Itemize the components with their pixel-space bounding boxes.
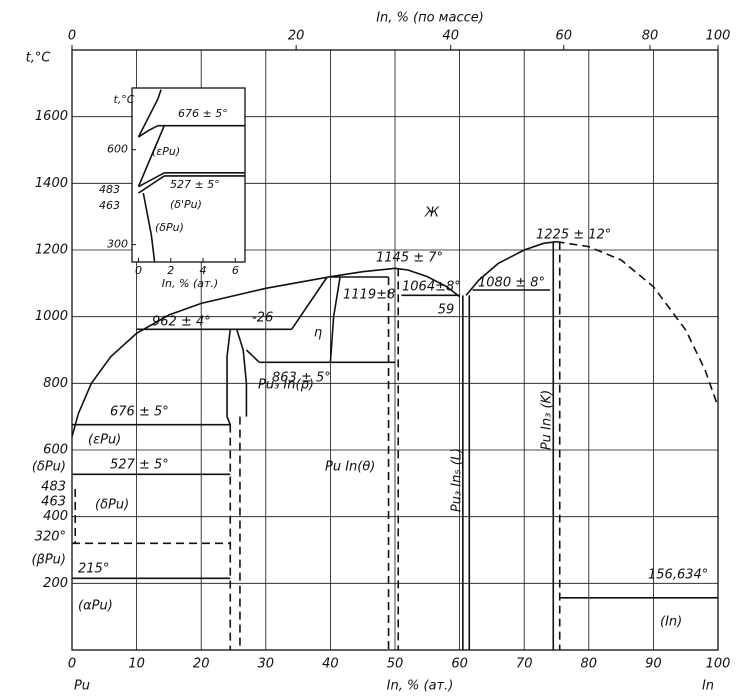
x-tick-label: 2: [167, 264, 174, 277]
annotation: (δPu): [95, 498, 129, 513]
x-tick-label: 20: [193, 657, 210, 672]
phase-boundary: [226, 329, 232, 425]
inset: 0 2 4 6 300 600 676 ± 5° (εPu) 527 ± 5° (δ'Pu) (δP…: [99, 87, 246, 290]
annotation: (εPu): [88, 433, 121, 448]
x-tick-label: 80: [581, 657, 598, 672]
annotation: 527 ± 5°: [110, 458, 169, 473]
y-tick-label: 600: [107, 143, 128, 156]
plot-frame: [71, 49, 719, 651]
annotation: 527 ± 5°: [170, 178, 220, 191]
annotation: Pu₃ In(ρ): [258, 378, 314, 393]
phase-boundary: [465, 240, 557, 296]
annotation: 676 ± 5°: [178, 107, 228, 120]
x-tick-label: 40: [322, 657, 339, 672]
annotation: -26: [252, 311, 273, 326]
phase-boundary: [138, 172, 165, 188]
annotation: 962 ± 4°: [152, 315, 211, 330]
x-tick-label: 0: [68, 657, 76, 672]
annotation: Pu₃ In₅ (L): [450, 448, 465, 512]
annotation: Ж: [424, 206, 440, 221]
annotation: 483: [41, 480, 66, 495]
phase-boundary: [138, 124, 159, 138]
annotation: (δ'Pu): [170, 198, 202, 211]
right-element: In: [702, 679, 714, 694]
top-tick-label: 100: [706, 29, 731, 44]
phase-boundary: [71, 267, 461, 437]
annotation: 1225 ± 12°: [536, 228, 611, 243]
y-tick-label: 400: [43, 509, 68, 524]
inset-y-title: t,°C: [114, 93, 135, 106]
x-tick-label: 0: [135, 264, 142, 277]
phase-boundary: [137, 125, 166, 188]
x-tick-label: 100: [706, 657, 731, 672]
annotation: Pu In₃ (K): [540, 390, 555, 450]
left-element: Pu: [74, 679, 90, 694]
top-tick-label: 80: [642, 29, 659, 44]
phase-boundary: [142, 192, 156, 263]
annotation: 483: [99, 183, 120, 196]
annotation: (βPu): [31, 553, 66, 568]
y-tick-label: 300: [107, 238, 128, 251]
x-tick-label: 30: [258, 657, 275, 672]
annotation: (αPu): [78, 599, 113, 614]
annotation: 1119±8: [343, 288, 395, 303]
y-tick-label: 1200: [35, 243, 68, 258]
annotation: 156,634°: [648, 568, 708, 583]
annotation: 320°: [35, 530, 66, 545]
annotation: (εPu): [152, 145, 180, 158]
y-tick-label: 600: [43, 443, 68, 458]
y-tick-label: 800: [43, 376, 68, 391]
top-tick-label: 0: [68, 29, 76, 44]
annotation: 676 ± 5°: [110, 405, 169, 420]
annotation: (δPu): [32, 460, 66, 475]
x-tick-label: 60: [451, 657, 468, 672]
phase-boundary: [329, 276, 341, 363]
top-axis-title: In, % (по массе): [376, 11, 484, 26]
plot-frame: [131, 87, 246, 263]
phase-boundary: [245, 349, 260, 363]
phase-boundary: [138, 175, 165, 194]
top-tick-label: 60: [555, 29, 572, 44]
x-tick-label: 10: [128, 657, 145, 672]
annotation: Pu In(θ): [325, 460, 375, 475]
annotation: 463: [41, 495, 66, 510]
annotation: 863 ± 5°: [272, 371, 331, 386]
annotation: 1064±8°: [402, 280, 461, 295]
top-tick-label: 20: [288, 29, 305, 44]
x-axis-title: In, % (ат.): [387, 679, 454, 694]
x-tick-label: 90: [645, 657, 662, 672]
x-tick-label: 70: [516, 657, 533, 672]
inset-x-title: In, % (ат.): [162, 277, 218, 290]
x-tick-label: 6: [232, 264, 239, 277]
annotation: (δPu): [155, 221, 184, 234]
annotation: 59: [438, 303, 455, 318]
phase-boundary: [290, 276, 328, 330]
y-tick-label: 1600: [35, 109, 68, 124]
annotation: 215°: [78, 562, 109, 577]
annotation: 1145 ± 7°: [376, 251, 443, 266]
annotation: 1080 ± 8°: [478, 276, 545, 291]
phase-boundary: [137, 89, 162, 138]
phase-boundary: [556, 240, 719, 407]
y-tick-label: 200: [43, 576, 68, 591]
annotation: η: [314, 326, 322, 341]
annotation: 463: [99, 199, 120, 212]
y-tick-label: 1400: [35, 176, 68, 191]
x-tick-label: 4: [200, 264, 207, 277]
phase-boundary: [235, 329, 248, 417]
x-tick-label: 50: [387, 657, 404, 672]
annotation: (In): [660, 615, 682, 630]
y-tick-label: 1000: [35, 309, 68, 324]
y-axis-title: t,°C: [26, 51, 52, 66]
top-tick-label: 40: [442, 29, 459, 44]
